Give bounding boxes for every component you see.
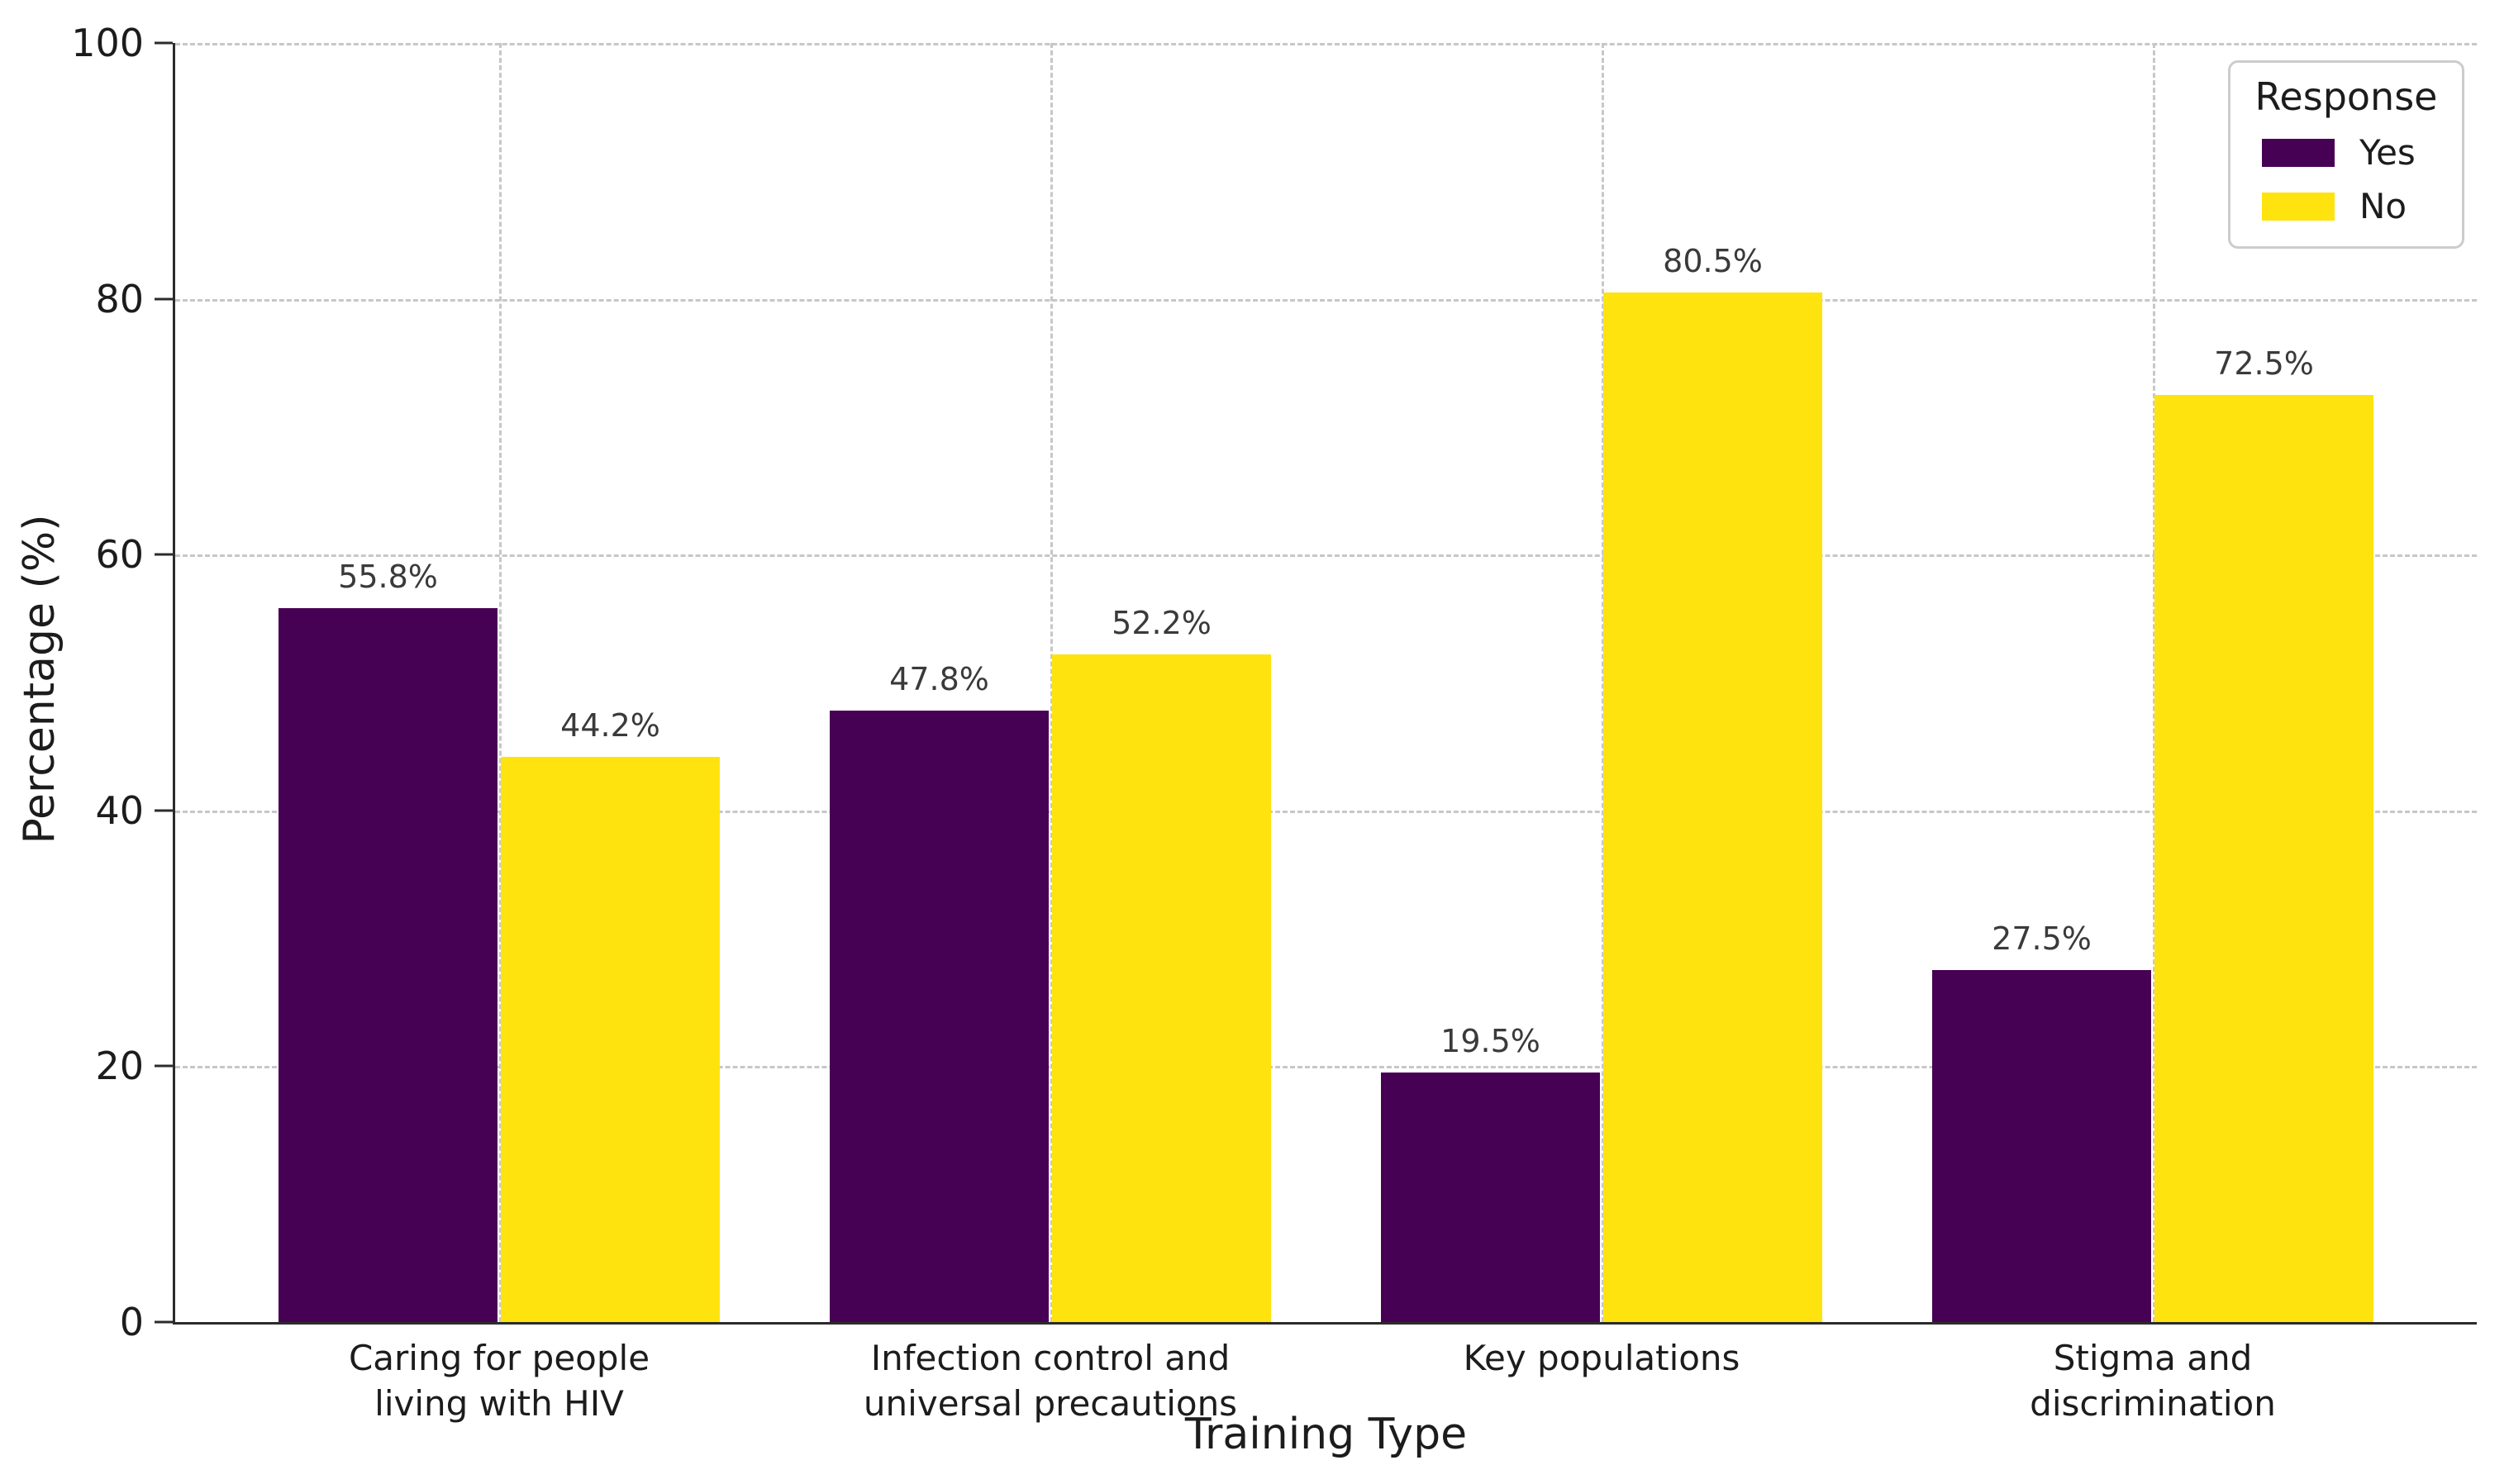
x-tick-label: Stigma and discrimination xyxy=(2030,1338,2276,1425)
legend-title: Response xyxy=(2254,74,2438,119)
y-tick-label: 40 xyxy=(95,787,144,833)
bar-value-label: 52.2% xyxy=(1112,604,1212,641)
bar-no-1 xyxy=(1052,654,1271,1322)
bar-value-label: 47.8% xyxy=(889,661,989,698)
gridline-horizontal xyxy=(175,810,2477,813)
legend-label-no: No xyxy=(2359,186,2407,226)
legend-item: No xyxy=(2247,186,2445,226)
legend-swatch-no-icon xyxy=(2262,192,2335,221)
y-tick-mark xyxy=(155,553,173,556)
legend-item: Yes xyxy=(2247,132,2445,173)
y-tick-mark xyxy=(155,1320,173,1324)
plot-area: 0 20 40 60 80 100 Caring for people living wit… xyxy=(71,21,2477,1424)
bar-value-label: 80.5% xyxy=(1663,242,1763,279)
y-tick-label: 100 xyxy=(71,21,144,65)
bar-value-label: 44.2% xyxy=(560,706,660,744)
bar-yes-0 xyxy=(279,608,498,1322)
y-tick-label: 20 xyxy=(95,1044,144,1089)
bar-value-label: 72.5% xyxy=(2214,345,2314,382)
x-axis-label: Training Type xyxy=(1184,1410,1468,1459)
bar-no-3 xyxy=(2154,394,2373,1322)
y-axis-label: Percentage (%) xyxy=(15,514,64,844)
bar-value-label: 27.5% xyxy=(1992,920,2092,958)
y-tick-label: 80 xyxy=(95,276,144,321)
y-tick-mark xyxy=(155,297,173,301)
bar-yes-2 xyxy=(1381,1073,1600,1322)
y-tick-mark xyxy=(155,1064,173,1068)
bar-no-2 xyxy=(1603,292,1822,1322)
gridline-horizontal xyxy=(175,298,2477,302)
gridline-vertical xyxy=(1050,43,1053,1322)
bar-yes-3 xyxy=(1932,970,2151,1322)
x-tick-label: Key populations xyxy=(1463,1338,1740,1378)
legend-label-yes: Yes xyxy=(2359,132,2416,173)
y-tick-mark xyxy=(155,41,173,45)
gridline-vertical xyxy=(1602,43,1604,1322)
bar-value-label: 55.8% xyxy=(338,559,438,596)
bottom-spine xyxy=(173,1322,2477,1325)
y-tick-label: 60 xyxy=(95,532,144,578)
bar-no-0 xyxy=(501,756,720,1322)
legend: Response Yes No xyxy=(2228,60,2464,249)
gridline-vertical xyxy=(2153,43,2155,1322)
gridline-horizontal xyxy=(175,1066,2477,1069)
gridline-vertical xyxy=(499,43,502,1322)
bar-yes-1 xyxy=(830,711,1049,1322)
x-tick-label: Caring for people living with HIV xyxy=(348,1338,650,1425)
legend-swatch-yes-icon xyxy=(2262,138,2335,167)
y-tick-mark xyxy=(155,809,173,812)
bar-value-label: 19.5% xyxy=(1440,1023,1540,1060)
y-tick-label: 0 xyxy=(119,1300,144,1344)
gridline-horizontal xyxy=(175,554,2477,558)
x-tick-label: Infection control and universal precauti… xyxy=(863,1338,1238,1425)
left-spine xyxy=(173,43,175,1325)
gridline-horizontal xyxy=(175,43,2477,45)
